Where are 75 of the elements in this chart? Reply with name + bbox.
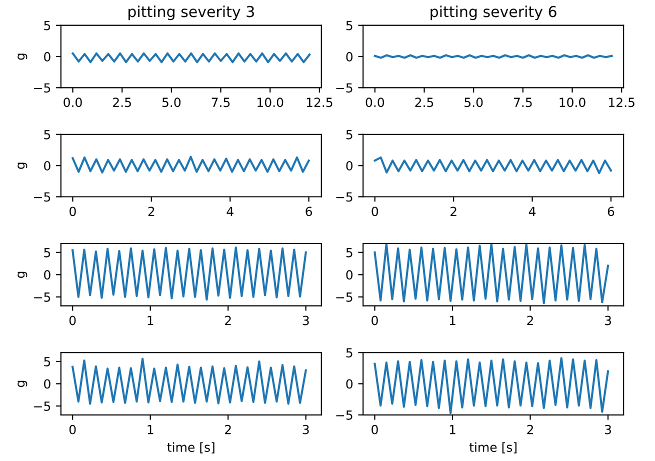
x-tick-label: 0 [372,206,378,216]
x-tick-label: 12.5 [609,98,634,108]
y-tick-label: 5 [346,348,352,358]
x-axis-title: time [s] [167,442,214,454]
x-tick-label: 4 [226,206,234,216]
x-tick-label: 2 [148,206,154,216]
y-axis-title: g [18,162,28,169]
chart-title: pitting severity 6 [430,6,556,20]
x-tick-label: 10.0 [258,98,284,108]
x-tick-label: 2 [527,424,533,434]
y-tick-label: 0 [44,161,50,171]
y-tick-label: 5 [346,20,352,30]
x-tick-label: 0 [372,316,378,326]
y-tick-label: 0 [44,379,50,389]
x-tick-label: 6 [608,206,614,216]
x-tick-label: 2.5 [113,98,131,108]
x-tick-label: 3 [604,424,611,434]
y-axis-title: g [18,54,28,60]
line-series [72,52,311,64]
x-tick-label: 2 [450,206,456,216]
x-tick-label: 0 [70,206,76,216]
line-series [72,246,307,301]
y-tick-label: 5 [44,130,50,140]
chart-title: pitting severity 3 [128,6,254,20]
line-series [374,357,610,414]
y-tick-label: 0 [346,161,353,171]
x-tick-label: 3 [604,316,611,326]
x-tick-label: 1 [450,425,456,434]
y-tick-label: −5 [336,192,352,202]
y-tick-label: 0 [44,270,50,280]
y-tick-label: −5 [34,83,50,93]
line-series [72,358,307,405]
y-tick-label: −5 [34,292,50,302]
x-tick-label: 5.0 [162,98,181,108]
x-tick-label: 2 [527,316,533,326]
y-axis-title: g [18,272,28,278]
y-tick-label: −5 [336,292,352,302]
x-tick-label: 3 [302,316,309,326]
x-axis-title: time [s] [469,442,516,454]
y-tick-label: 5 [44,248,50,258]
x-tick-label: 0 [69,424,76,434]
x-tick-label: 2.5 [415,98,434,108]
x-tick-label: 7.5 [514,98,532,108]
y-tick-label: −5 [336,410,352,420]
y-tick-label: 0 [346,270,353,280]
x-tick-label: 1 [148,425,154,434]
x-tick-label: 4 [528,206,536,216]
line-series [72,156,310,174]
y-tick-label: −5 [336,83,352,93]
x-tick-label: 5.0 [464,98,483,108]
y-tick-label: 0 [346,379,353,389]
y-tick-label: 5 [346,130,352,140]
y-tick-label: −5 [34,192,50,202]
x-tick-label: 0.0 [64,98,82,108]
x-tick-label: 3 [302,424,309,434]
x-tick-label: 7.5 [212,98,230,108]
x-tick-label: 10.0 [560,98,586,108]
y-tick-label: 0 [44,52,50,62]
x-tick-label: 0 [372,424,378,434]
x-tick-label: 2 [225,424,231,434]
x-tick-label: 12.5 [306,98,332,108]
x-tick-label: 2 [225,316,231,326]
y-tick-label: 5 [44,357,50,366]
x-tick-label: 0 [69,316,76,326]
y-axis-title: g [18,380,28,388]
y-tick-label: −5 [34,402,50,411]
x-tick-label: 0.0 [366,98,384,108]
x-tick-label: 1 [450,316,456,326]
x-tick-label: 1 [148,316,154,326]
line-series [374,244,610,304]
line-series [374,156,612,174]
y-tick-label: 5 [346,248,352,258]
y-tick-label: 5 [44,20,50,30]
y-tick-label: 0 [346,52,353,62]
x-tick-label: 6 [306,206,312,216]
